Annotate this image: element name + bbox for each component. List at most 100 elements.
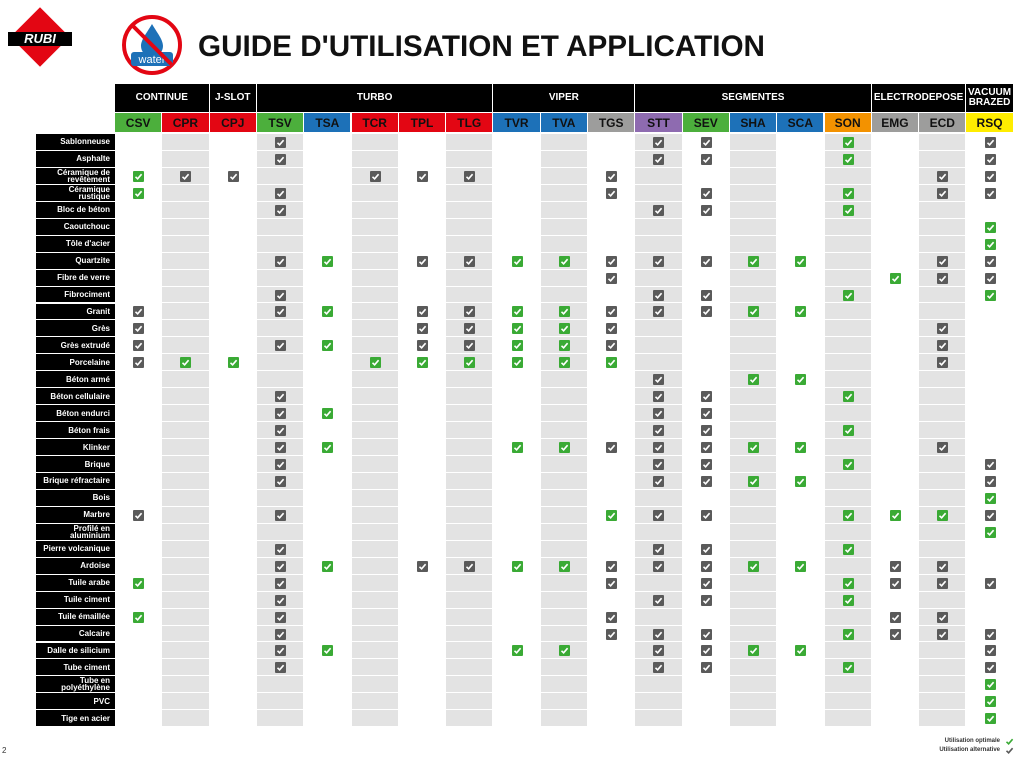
check-mark [984,289,996,301]
check-mark [606,442,618,454]
check-glyph [655,139,663,146]
check-mark [889,272,901,284]
check-glyph [702,546,710,553]
check-mark [795,374,807,386]
check-glyph [797,444,805,452]
logo-band [8,32,72,46]
check-glyph [135,359,143,367]
check-glyph [276,512,285,519]
check-glyph [891,275,900,282]
check-glyph [844,512,852,519]
check-glyph [276,546,285,553]
check-mark [842,628,854,640]
check-glyph [655,258,663,265]
column-bg [162,134,210,728]
check-mark [795,306,807,318]
check-glyph [655,631,663,638]
check-mark [275,611,287,623]
row-label: Klinker [36,439,115,457]
row-line [115,456,1014,473]
check-glyph [702,444,710,452]
check-mark [795,255,807,267]
row-line [115,507,1014,524]
check-glyph [702,631,710,638]
column-code: SEV [682,113,730,132]
check-mark [275,425,287,437]
check-mark [133,340,145,352]
check-glyph [939,275,947,282]
check-mark [984,662,996,674]
check-mark [653,153,665,165]
check-mark [889,509,901,521]
check-mark [984,526,996,538]
check-glyph [702,292,710,299]
check-mark [653,408,665,420]
check-glyph [608,444,616,452]
column-bg [446,134,494,728]
check-glyph [560,359,569,367]
check-mark [937,272,949,284]
check-glyph [513,359,521,367]
check-glyph [986,156,994,163]
row-label: Porcelaine [36,354,115,372]
check-mark [700,662,712,674]
check-glyph [608,275,616,282]
check-mark [700,475,712,487]
check-mark [511,442,523,454]
check-glyph [513,309,521,316]
check-mark [653,255,665,267]
check-mark [653,391,665,403]
check-mark [653,628,665,640]
check-glyph [418,173,427,180]
check-mark [511,323,523,335]
check-glyph [655,512,663,519]
check-mark [606,306,618,318]
check-glyph [844,139,852,146]
check-glyph [276,580,285,587]
row-line [115,219,1014,236]
check-glyph [608,190,616,197]
check-glyph [324,343,332,350]
check-glyph [797,648,805,655]
check-glyph [986,275,994,282]
check-glyph [939,563,947,570]
row-line [115,541,1014,558]
check-glyph [797,376,805,384]
row-line [115,337,1014,355]
row-line [115,643,1014,660]
check-mark [842,425,854,437]
check-glyph [939,258,947,265]
page-number: 2 [2,746,7,755]
check-glyph [891,614,900,621]
check-mark [889,577,901,589]
row-line [115,253,1014,270]
row-line [115,592,1014,609]
check-mark [984,187,996,199]
check-mark [464,357,476,369]
check-mark [275,459,287,471]
check-mark [748,306,760,318]
check-mark [416,340,428,352]
check-glyph [276,665,285,672]
row-line [115,710,1014,728]
row-label: Brique [36,456,115,473]
check-glyph [1005,738,1014,745]
check-glyph [655,563,663,570]
check-glyph [891,512,900,519]
check-glyph [844,665,852,672]
check-mark [275,577,287,589]
check-glyph [560,309,569,316]
check-mark [275,408,287,420]
check-mark [842,136,854,148]
check-mark [937,255,949,267]
column-bg [919,134,967,728]
check-mark [700,204,712,216]
check-mark [275,560,287,572]
row-line [115,354,1014,372]
row-label: Tuile émaillée [36,608,115,626]
check-mark [984,628,996,640]
column-bg [398,134,447,728]
column-code: TPL [398,113,447,132]
check-mark [889,628,901,640]
check-glyph [276,563,285,570]
